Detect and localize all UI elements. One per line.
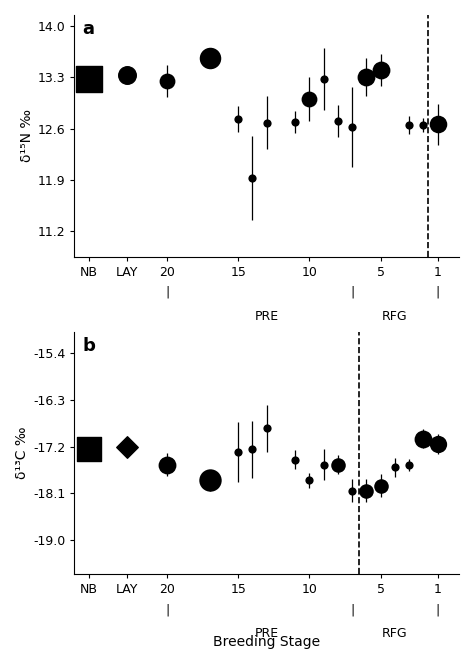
Point bbox=[377, 480, 384, 491]
Point bbox=[306, 475, 313, 486]
Point bbox=[292, 454, 299, 465]
Point bbox=[419, 120, 427, 130]
Point bbox=[306, 94, 313, 105]
Point bbox=[263, 423, 271, 434]
Text: RFG: RFG bbox=[382, 310, 408, 323]
Text: |: | bbox=[350, 603, 354, 616]
Text: |: | bbox=[436, 603, 440, 616]
Point bbox=[348, 485, 356, 496]
Point bbox=[405, 459, 413, 470]
Point bbox=[163, 459, 171, 470]
Point bbox=[405, 120, 413, 130]
Point bbox=[434, 119, 441, 129]
Point bbox=[363, 485, 370, 496]
Point bbox=[377, 64, 384, 75]
Text: RFG: RFG bbox=[382, 627, 408, 640]
Point bbox=[123, 442, 131, 452]
Point bbox=[320, 459, 328, 470]
Point bbox=[123, 70, 131, 80]
Point bbox=[263, 118, 271, 128]
Point bbox=[249, 173, 256, 183]
Text: b: b bbox=[82, 337, 95, 355]
Point bbox=[419, 434, 427, 444]
Point bbox=[391, 462, 399, 473]
Point bbox=[85, 74, 92, 84]
Point bbox=[235, 446, 242, 457]
Text: |: | bbox=[165, 286, 169, 299]
Y-axis label: δ¹³C ‰: δ¹³C ‰ bbox=[15, 427, 29, 479]
Text: |: | bbox=[350, 286, 354, 299]
Point bbox=[348, 122, 356, 133]
Text: PRE: PRE bbox=[255, 627, 279, 640]
Text: |: | bbox=[165, 603, 169, 616]
Text: |: | bbox=[436, 286, 440, 299]
Point bbox=[320, 74, 328, 84]
Point bbox=[206, 475, 214, 486]
Point bbox=[334, 459, 342, 470]
Point bbox=[292, 117, 299, 127]
Point bbox=[334, 116, 342, 127]
Y-axis label: δ¹⁵N ‰: δ¹⁵N ‰ bbox=[19, 110, 34, 163]
Point bbox=[249, 444, 256, 455]
Point bbox=[163, 76, 171, 86]
Point bbox=[235, 114, 242, 124]
Point bbox=[85, 444, 92, 455]
Point bbox=[363, 72, 370, 82]
X-axis label: Breeding Stage: Breeding Stage bbox=[213, 635, 320, 649]
Point bbox=[206, 53, 214, 64]
Text: PRE: PRE bbox=[255, 310, 279, 323]
Point bbox=[434, 439, 441, 450]
Text: a: a bbox=[82, 20, 94, 38]
